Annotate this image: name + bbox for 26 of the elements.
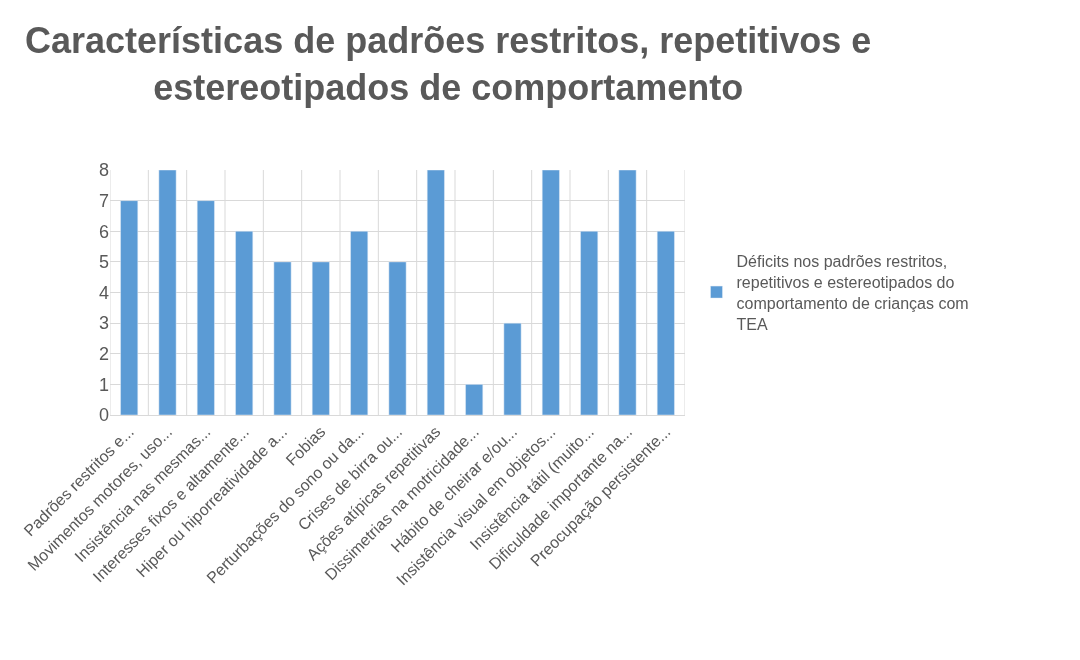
y-tick-label: 5 bbox=[98, 252, 109, 273]
y-tick-label: 7 bbox=[98, 190, 109, 211]
y-tick-label: 1 bbox=[98, 374, 109, 395]
y-tick-label: 6 bbox=[98, 221, 109, 242]
legend-label: Déficits nos padrões restritos, repetitivos e estereotipados do comportamento de crianças com TEA bbox=[736, 253, 969, 333]
bar bbox=[426, 170, 445, 415]
bar bbox=[503, 322, 522, 415]
y-tick-label: 3 bbox=[98, 313, 109, 334]
bar bbox=[235, 231, 254, 415]
bar bbox=[656, 231, 675, 415]
bar bbox=[196, 200, 215, 415]
bar bbox=[465, 384, 484, 415]
y-tick-label: 4 bbox=[98, 282, 109, 303]
bar bbox=[311, 261, 330, 415]
bar bbox=[580, 231, 599, 415]
bar bbox=[158, 170, 177, 415]
bar bbox=[541, 170, 560, 415]
bar bbox=[350, 231, 369, 415]
bar bbox=[618, 170, 637, 415]
y-tick-label: 2 bbox=[98, 344, 109, 365]
bar bbox=[388, 261, 407, 415]
y-tick-label: 0 bbox=[98, 405, 109, 426]
y-tick-label: 8 bbox=[98, 160, 109, 181]
chart-title: Características de padrões restritos, repetitivos e estereotipados de comportamento bbox=[25, 19, 872, 108]
bar bbox=[120, 200, 139, 415]
bar bbox=[273, 261, 292, 415]
